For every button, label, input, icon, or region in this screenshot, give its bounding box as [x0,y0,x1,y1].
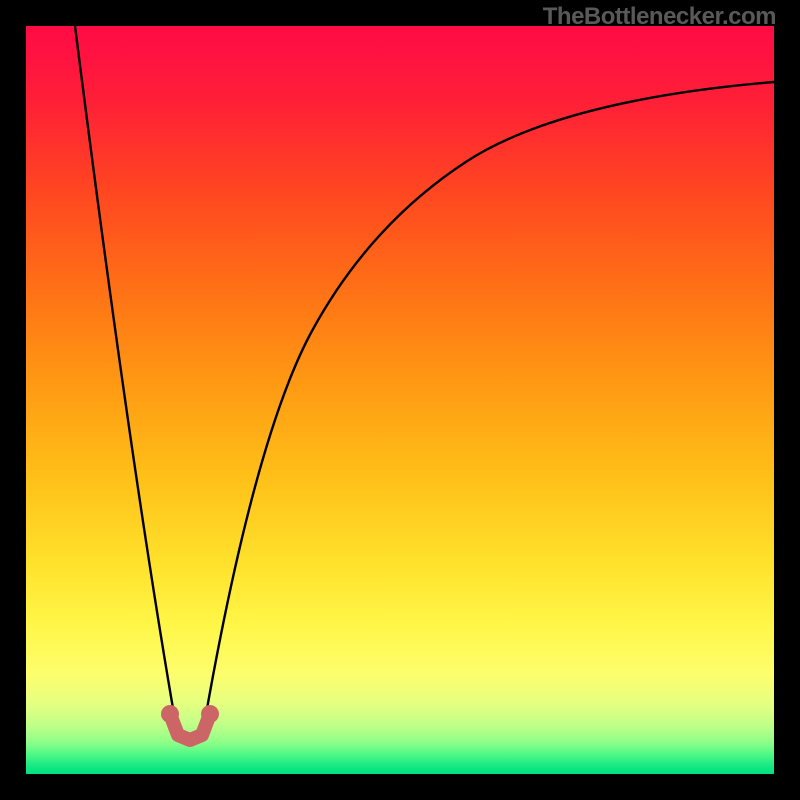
watermark-text: TheBottlenecker.com [543,3,776,31]
dip-marker-dot-left [161,705,179,723]
chart-frame [26,26,774,774]
gradient-background [26,26,774,774]
dip-marker-dot-right [201,705,219,723]
chart-svg [26,26,774,774]
